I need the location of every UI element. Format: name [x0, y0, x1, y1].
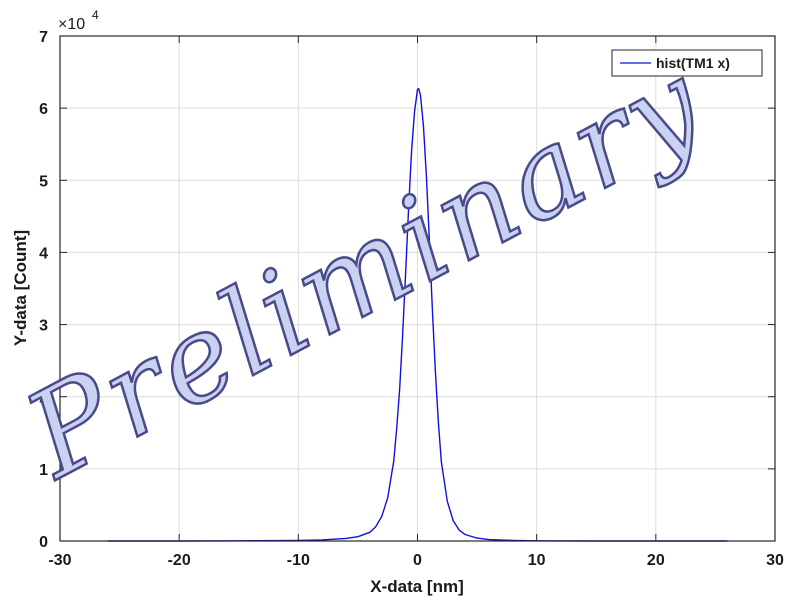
- y-tick-label: 1: [39, 462, 48, 479]
- series-layer: [107, 87, 728, 542]
- y-tick-label: 5: [39, 173, 48, 190]
- grid: [60, 36, 775, 541]
- y-exponent-base: ×10: [58, 16, 85, 33]
- legend-label: hist(TM1 x): [656, 55, 730, 71]
- y-tick-label: 2: [39, 390, 48, 407]
- y-tick-label: 4: [39, 245, 48, 262]
- legend: hist(TM1 x): [611, 49, 763, 77]
- x-tick-label: 30: [766, 552, 784, 569]
- y-tick-label: 6: [39, 101, 48, 118]
- y-exponent-power: 4: [92, 8, 99, 22]
- y-axis-label: Y-data [Count]: [11, 230, 30, 346]
- x-tick-label: -10: [287, 552, 310, 569]
- y-exponent: ×10 4: [58, 8, 99, 33]
- x-tick-label: 10: [528, 552, 546, 569]
- series-line: [107, 87, 728, 542]
- x-tick-label: -20: [168, 552, 191, 569]
- y-tick-label: 7: [39, 29, 48, 46]
- ticks: [59, 35, 776, 542]
- x-tick-label: 0: [413, 552, 422, 569]
- y-tick-label: 0: [39, 534, 48, 551]
- x-tick-label: -30: [48, 552, 71, 569]
- x-tick-label: 20: [647, 552, 665, 569]
- x-axis-label: X-data [nm]: [370, 577, 464, 596]
- y-tick-label: 3: [39, 318, 48, 335]
- tick-labels: -30 -20 -10 0 10 20 30 0 1 2 3 4 5 6 7: [39, 29, 784, 569]
